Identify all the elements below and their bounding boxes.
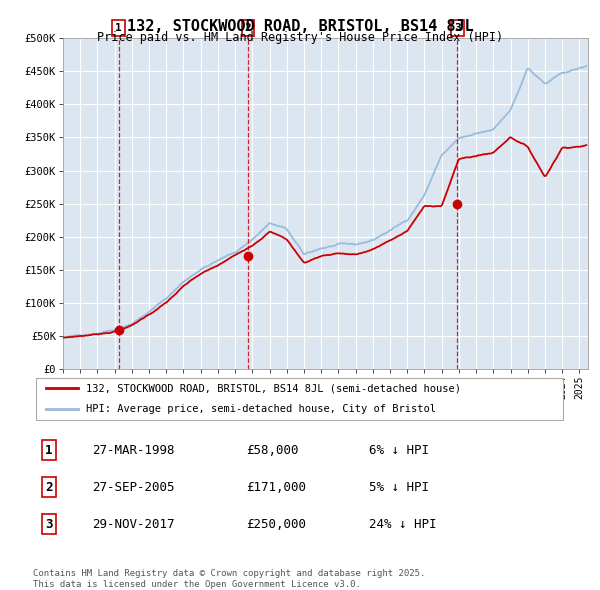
FancyBboxPatch shape: [35, 378, 563, 420]
Text: Price paid vs. HM Land Registry's House Price Index (HPI): Price paid vs. HM Land Registry's House …: [97, 31, 503, 44]
Text: 5% ↓ HPI: 5% ↓ HPI: [370, 481, 430, 494]
Text: 2: 2: [45, 481, 53, 494]
Text: Contains HM Land Registry data © Crown copyright and database right 2025.
This d: Contains HM Land Registry data © Crown c…: [33, 569, 425, 589]
Text: 132, STOCKWOOD ROAD, BRISTOL, BS14 8JL: 132, STOCKWOOD ROAD, BRISTOL, BS14 8JL: [127, 19, 473, 34]
Text: 1: 1: [115, 23, 122, 33]
Text: 24% ↓ HPI: 24% ↓ HPI: [370, 517, 437, 530]
Text: 27-MAR-1998: 27-MAR-1998: [92, 444, 174, 457]
Text: 3: 3: [454, 23, 461, 33]
Text: HPI: Average price, semi-detached house, City of Bristol: HPI: Average price, semi-detached house,…: [86, 404, 436, 414]
Text: 29-NOV-2017: 29-NOV-2017: [92, 517, 174, 530]
Text: 6% ↓ HPI: 6% ↓ HPI: [370, 444, 430, 457]
Text: £171,000: £171,000: [247, 481, 307, 494]
Text: 2: 2: [245, 23, 251, 33]
Text: £250,000: £250,000: [247, 517, 307, 530]
Text: 1: 1: [45, 444, 53, 457]
Text: 3: 3: [45, 517, 53, 530]
Text: £58,000: £58,000: [247, 444, 299, 457]
Text: 27-SEP-2005: 27-SEP-2005: [92, 481, 174, 494]
Text: 132, STOCKWOOD ROAD, BRISTOL, BS14 8JL (semi-detached house): 132, STOCKWOOD ROAD, BRISTOL, BS14 8JL (…: [86, 384, 461, 394]
